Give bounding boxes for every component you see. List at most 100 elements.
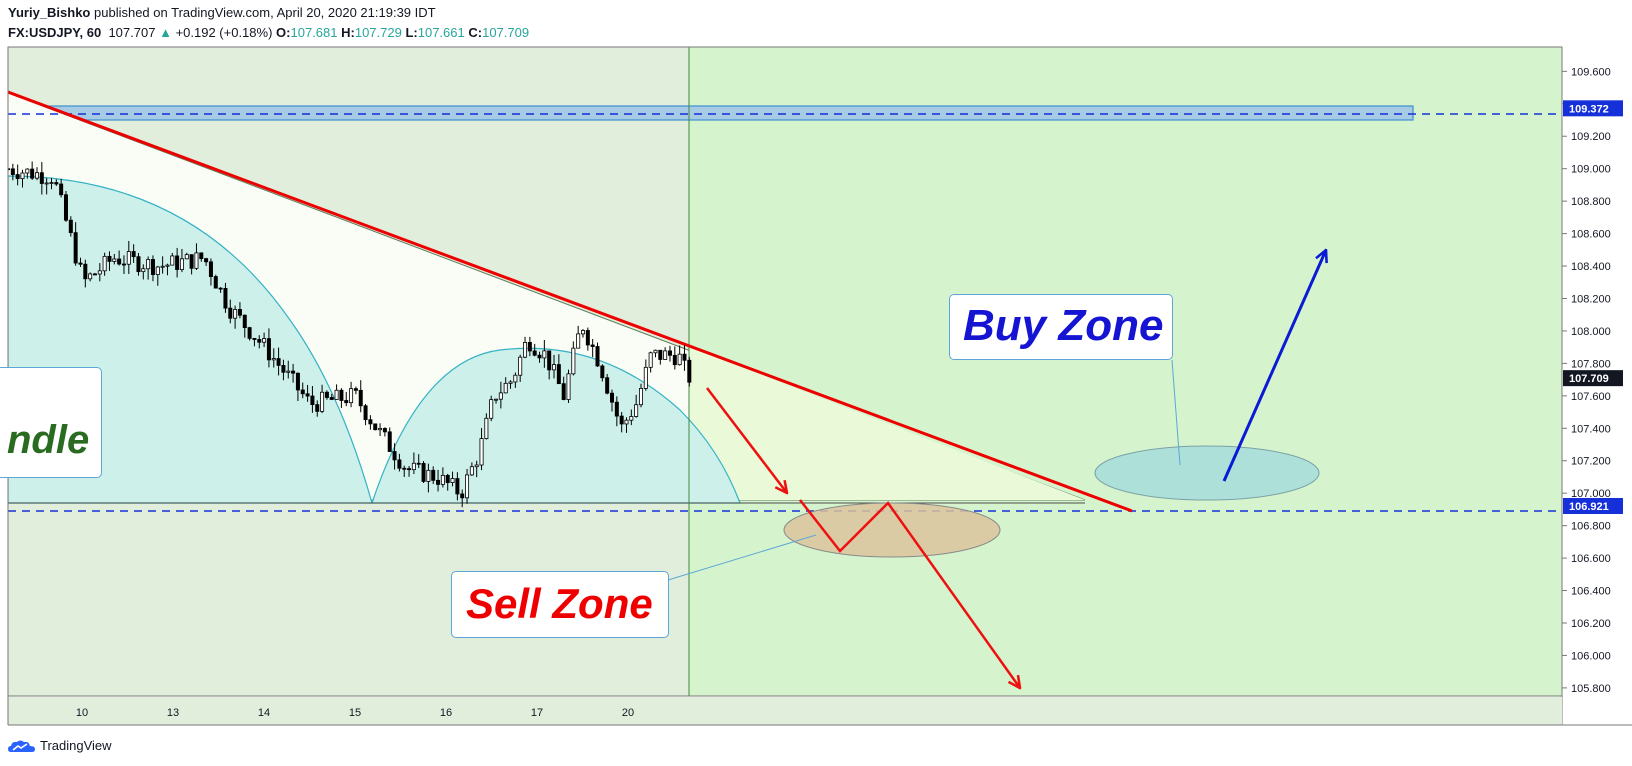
candle-body <box>281 364 286 373</box>
candle-body <box>271 358 276 361</box>
candle-body <box>155 266 160 275</box>
candle-body <box>610 392 615 403</box>
candle-body <box>527 342 532 352</box>
candle-body <box>431 469 436 481</box>
price-tags: 109.372 107.709 106.921 <box>1563 100 1623 515</box>
sell-path-arrow-2 <box>799 499 1020 688</box>
candle-body <box>39 172 44 184</box>
candle-body <box>150 259 155 275</box>
candle-body <box>465 474 470 499</box>
sell-path-arrow-1 <box>706 387 787 493</box>
price-tag-bg <box>1563 370 1623 387</box>
candle-body <box>353 388 358 391</box>
candle-body <box>107 255 112 262</box>
last-price: 107.707 <box>108 25 156 40</box>
candle-body <box>146 259 151 270</box>
candle-body <box>175 255 180 270</box>
candle-body <box>479 438 484 466</box>
candle-body <box>605 377 610 394</box>
candle-body <box>223 287 228 309</box>
price-tick-label: 105.800 <box>1571 683 1611 695</box>
candle-body <box>498 392 503 400</box>
time-tick-label: 20 <box>622 707 634 719</box>
candle-body <box>566 373 571 400</box>
candle-body <box>92 273 97 276</box>
candle-body <box>638 388 643 406</box>
candle-body <box>179 258 184 270</box>
candle-body <box>378 428 383 431</box>
candle-body <box>141 268 146 273</box>
triangle-tip <box>689 347 1085 500</box>
candle-body <box>30 168 35 179</box>
candle-body <box>571 347 576 375</box>
candle-body <box>484 417 489 439</box>
candle-body <box>402 467 407 470</box>
candle-body <box>672 354 677 366</box>
tradingview-brand: TradingView <box>40 738 112 753</box>
candle-body <box>436 479 441 485</box>
candle-body <box>552 364 557 371</box>
candle-body <box>102 255 107 272</box>
tradingview-logo[interactable]: TradingView <box>8 738 112 753</box>
candle-body <box>83 263 88 280</box>
candle-body <box>392 451 397 461</box>
low-label: L: <box>405 25 418 40</box>
candle-body <box>363 405 368 421</box>
open-value: 107.681 <box>290 25 338 40</box>
candle-body <box>349 388 354 404</box>
time-tick-label: 14 <box>258 707 270 719</box>
candle-body <box>49 182 54 184</box>
candle-body <box>320 391 325 412</box>
price-tag-label: 109.372 <box>1569 103 1609 115</box>
candle-body <box>513 374 518 383</box>
pattern-label-text: ndle <box>7 418 90 462</box>
price-tick-label: 107.400 <box>1571 423 1611 435</box>
open-label: O: <box>276 25 291 40</box>
candle-body <box>25 168 30 174</box>
candle-body <box>315 404 320 412</box>
candle-body <box>460 493 465 499</box>
candle-body <box>595 346 600 367</box>
time-axis[interactable]: 10 13 14 15 16 17 20 <box>76 707 634 719</box>
candle-body <box>126 251 131 265</box>
author-name[interactable]: Yuriy_Bishko <box>8 5 91 20</box>
candle-body <box>131 251 136 258</box>
candle-body <box>658 349 663 360</box>
price-tick-label: 107.800 <box>1571 358 1611 370</box>
price-tick-label: 107.200 <box>1571 456 1611 468</box>
candle-body <box>561 383 566 400</box>
low-value: 107.661 <box>417 25 465 40</box>
close-label: C: <box>468 25 483 40</box>
candle-body <box>518 356 523 376</box>
candle-body <box>474 464 479 468</box>
candle-body <box>15 174 20 180</box>
candle-body <box>358 389 363 407</box>
candle-body <box>523 342 528 358</box>
price-axis[interactable]: 109.600109.400109.200109.000108.800108.6… <box>1562 66 1611 695</box>
buy-zone-label: Buy Zone <box>949 294 1173 360</box>
candle-body <box>494 398 499 401</box>
close-value: 107.709 <box>482 25 530 40</box>
candle-body <box>310 395 315 406</box>
candle-body <box>233 308 238 319</box>
candle-body <box>63 194 68 221</box>
buy-zone-ellipse <box>1094 445 1320 501</box>
candle-body <box>189 254 194 269</box>
candle-body <box>165 264 170 267</box>
price-tick-label: 109.600 <box>1571 66 1611 78</box>
candle-body <box>295 372 300 391</box>
sell-callout-pointer <box>667 534 817 581</box>
price-tag-label: 107.709 <box>1569 373 1609 385</box>
publish-info: Yuriy_Bishko published on TradingView.co… <box>8 5 436 20</box>
candle-body <box>682 353 687 361</box>
time-tick-label: 13 <box>167 707 179 719</box>
tradingview-cloud-icon <box>8 740 35 752</box>
candle-body <box>324 391 329 398</box>
sell-zone-text: Sell Zone <box>466 580 653 627</box>
resistance-zone <box>8 105 1414 121</box>
candle-body <box>97 270 102 275</box>
price-tick-label: 108.400 <box>1571 261 1611 273</box>
candle-body <box>619 415 624 425</box>
candle-body <box>204 258 209 263</box>
